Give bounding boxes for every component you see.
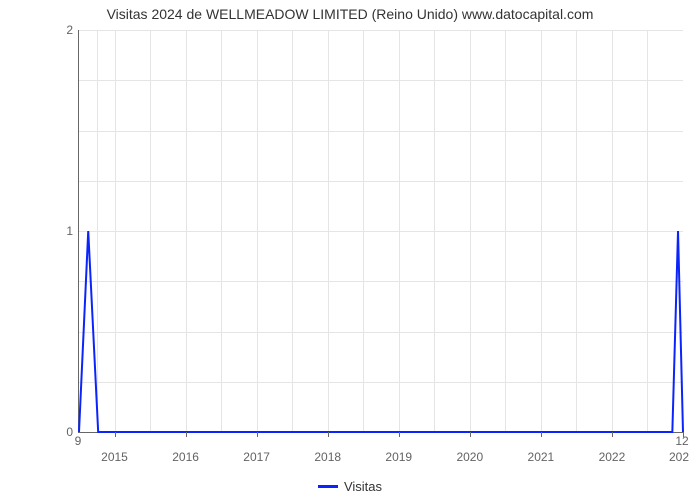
y-tick-label: 2 bbox=[66, 23, 79, 37]
below-axis-label: 12 bbox=[675, 434, 688, 448]
below-axis-label: 9 bbox=[75, 434, 82, 448]
x-tick-label: 2021 bbox=[528, 432, 555, 464]
chart-series-line bbox=[79, 30, 683, 432]
chart-legend: Visitas bbox=[0, 478, 700, 494]
chart-title: Visitas 2024 de WELLMEADOW LIMITED (Rein… bbox=[0, 6, 700, 22]
x-tick-label: 2015 bbox=[101, 432, 128, 464]
legend-label: Visitas bbox=[344, 479, 382, 494]
chart-plot-area: 01220152016201720182019202020212022202 bbox=[78, 30, 683, 433]
x-tick-label: 2022 bbox=[599, 432, 626, 464]
legend-swatch bbox=[318, 485, 338, 488]
x-tick-label: 2018 bbox=[314, 432, 341, 464]
x-tick-label: 2019 bbox=[385, 432, 412, 464]
x-tick-label: 2020 bbox=[456, 432, 483, 464]
x-tick-label: 2016 bbox=[172, 432, 199, 464]
x-tick-label: 2017 bbox=[243, 432, 270, 464]
y-tick-label: 1 bbox=[66, 224, 79, 238]
